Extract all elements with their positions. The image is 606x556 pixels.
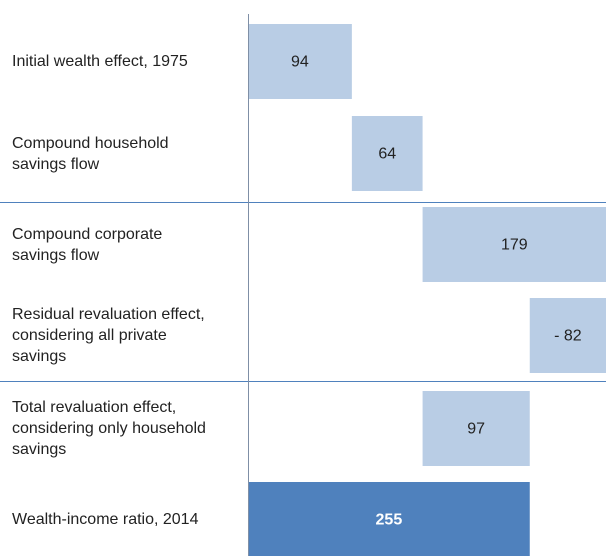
category-text: Initial wealth effect, 1975 <box>12 53 188 70</box>
bar <box>422 391 530 466</box>
bar <box>422 207 606 282</box>
category-label: Wealth-income ratio, 2014 <box>12 474 210 556</box>
bar <box>248 482 530 556</box>
category-text: Total revaluation effect, considering on… <box>12 399 206 458</box>
bar <box>351 116 423 191</box>
value-label: 179 <box>501 237 528 254</box>
category-label: Compound corporate savings flow <box>12 199 210 290</box>
category-label: Total revaluation effect, considering on… <box>12 383 210 474</box>
category-label: Initial wealth effect, 1975 <box>12 16 210 107</box>
value-label: 255 <box>376 512 403 529</box>
value-label: 64 <box>378 146 396 163</box>
category-text: Wealth-income ratio, 2014 <box>12 511 199 528</box>
value-label: - 82 <box>554 328 582 345</box>
category-label: Compound household savings flow <box>12 108 210 199</box>
value-label: 97 <box>467 421 485 438</box>
category-text: Compound corporate savings flow <box>12 225 163 264</box>
bar <box>248 24 352 99</box>
category-label: Residual revaluation effect, considering… <box>12 290 210 381</box>
category-text: Compound household savings flow <box>12 134 169 173</box>
category-text: Residual revaluation effect, considering… <box>12 306 205 365</box>
value-label: 94 <box>291 54 309 71</box>
bar <box>529 298 606 373</box>
